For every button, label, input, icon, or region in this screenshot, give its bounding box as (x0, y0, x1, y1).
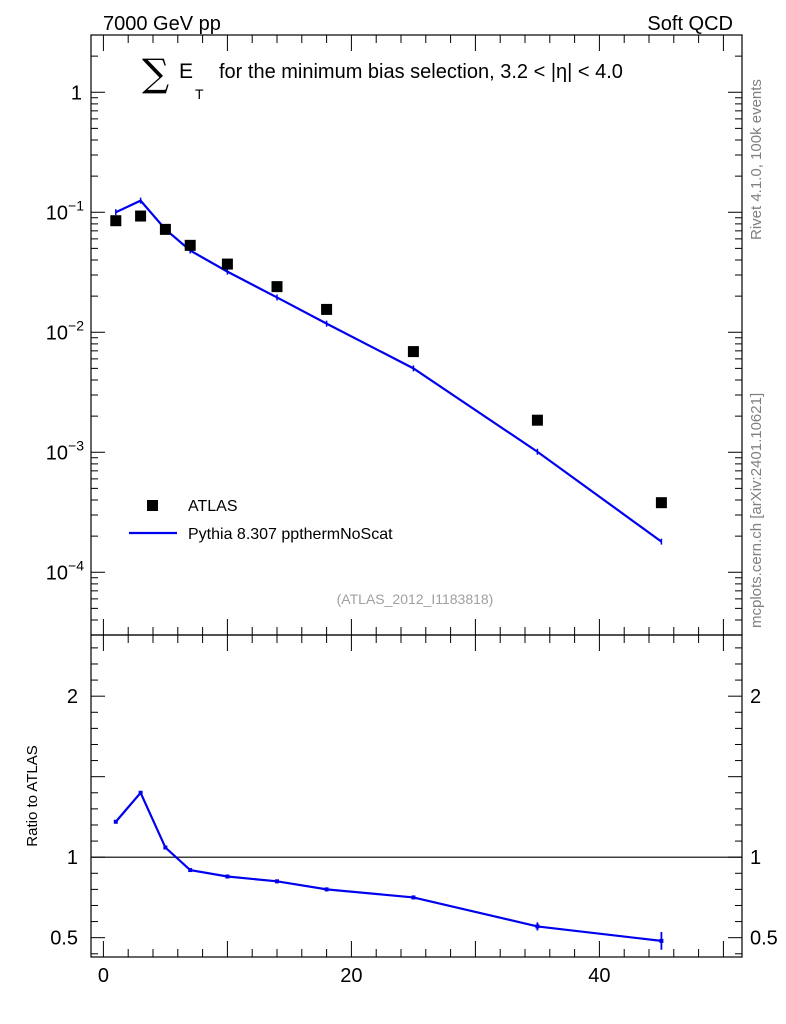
ratio-tick-label-right: 0.5 (750, 928, 778, 950)
ratio-point (113, 819, 118, 824)
atlas-point (271, 281, 283, 293)
atlas-point (655, 497, 667, 509)
mc-series (115, 197, 663, 545)
mc-line (115, 199, 663, 543)
legend-marker-atlas (147, 500, 158, 511)
x-tick-label: 0 (98, 965, 109, 987)
ratio-tick-label-right: 1 (750, 847, 761, 869)
collision-label: 7000 GeV pp (103, 13, 221, 35)
legend-label-mc: Pythia 8.307 ppthermNoScat (188, 526, 393, 543)
main-panel-frame (90, 34, 743, 636)
atlas-point (321, 303, 333, 315)
ratio-axis-label: Ratio to ATLAS (24, 745, 41, 846)
ratio-tick-label: 2 (67, 686, 78, 708)
category-label: Soft QCD (647, 13, 733, 35)
ratio-point (275, 879, 279, 884)
legend: ATLAS Pythia 8.307 ppthermNoScat (129, 498, 393, 543)
ratio-tick-label: 1 (67, 847, 78, 869)
title-text: for the minimum bias selection, 3.2 < |η… (219, 61, 623, 83)
analysis-id: (ATLAS_2012_I1183818) (337, 591, 494, 607)
x-tick-label: 20 (340, 965, 362, 987)
atlas-series (110, 210, 667, 509)
atlas-point (135, 210, 147, 222)
ratio-point (225, 874, 230, 879)
main-y-ticks: 1 10−1 10−2 10−3 10−4 (46, 34, 742, 636)
x-tick-label: 40 (588, 965, 610, 987)
rivet-label: Rivet 4.1.0, 100k events (748, 79, 765, 240)
ratio-point (324, 887, 329, 892)
y-tick-label: 1 (71, 82, 82, 104)
mcplots-label: mcplots.cern.ch [arXiv:2401.10621] (748, 393, 765, 628)
title-subscript: T (195, 86, 204, 102)
title-variable: E (179, 60, 193, 83)
atlas-point (407, 346, 419, 358)
ratio-point (188, 868, 193, 873)
y-tick-label: 10−3 (46, 437, 84, 464)
ratio-point (535, 924, 540, 929)
ratio-point (659, 938, 664, 943)
y-tick-label: 10−4 (46, 557, 84, 584)
ratio-y-ticks: 0.5 0.5 1 1 2 2 (50, 647, 778, 955)
atlas-point (110, 215, 122, 227)
atlas-point (184, 239, 196, 251)
y-tick-label: 10−2 (46, 317, 84, 344)
x-ticks: 0 20 40 (98, 35, 724, 987)
ratio-point (138, 790, 143, 795)
sum-symbol: ∑ (142, 51, 169, 95)
atlas-point (159, 223, 171, 235)
ratio-tick-label: 0.5 (50, 928, 78, 950)
atlas-point (221, 258, 233, 270)
ratio-series (113, 790, 664, 950)
ratio-panel-frame (90, 634, 743, 958)
plot-title: ∑ E T for the minimum bias selection, 3.… (142, 51, 623, 102)
ratio-point (163, 845, 168, 850)
atlas-point (531, 414, 543, 426)
legend-label-atlas: ATLAS (188, 498, 238, 515)
ratio-tick-label-right: 2 (750, 686, 761, 708)
y-tick-label: 10−1 (46, 197, 84, 224)
ratio-line (114, 790, 662, 942)
ratio-point (411, 895, 416, 900)
